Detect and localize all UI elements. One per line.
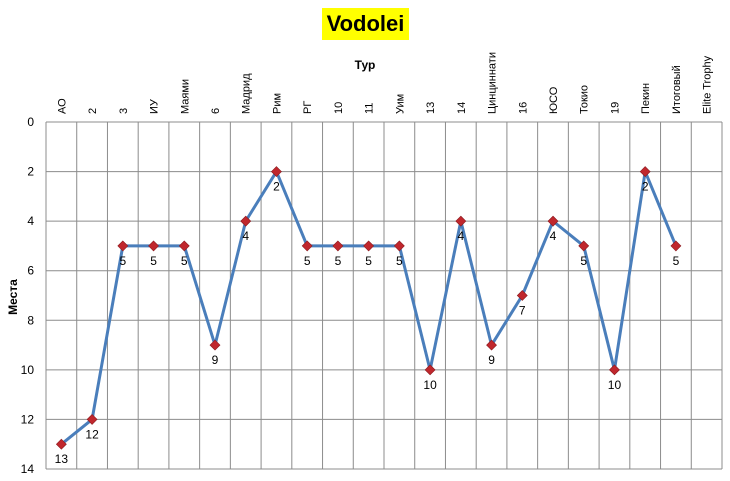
- data-point-marker: [55, 438, 67, 450]
- y-tick-label: 14: [21, 462, 35, 476]
- x-tick-label: 14: [456, 102, 468, 114]
- x-axis-title: Тур: [354, 58, 376, 72]
- x-tick-label: Мадрид: [241, 73, 253, 114]
- data-label: 10: [608, 378, 622, 392]
- data-point-marker: [609, 364, 620, 376]
- data-point-marker: [486, 339, 497, 351]
- y-tick-label: 0: [27, 115, 34, 129]
- chart-title: Vodolei: [322, 8, 409, 40]
- data-point-marker: [455, 215, 467, 227]
- data-point-marker: [209, 339, 221, 351]
- x-tick-label: 10: [333, 102, 345, 114]
- x-tick-label: Elite Trophy: [702, 55, 714, 114]
- y-tick-label: 8: [27, 313, 34, 327]
- data-point-marker: [670, 240, 682, 252]
- data-label: 10: [423, 378, 437, 392]
- data-point-marker: [363, 240, 375, 252]
- data-point-marker: [578, 240, 590, 252]
- data-label: 5: [673, 254, 680, 268]
- data-label: 9: [488, 353, 495, 367]
- x-tick-label: 16: [517, 102, 529, 114]
- data-point-marker: [86, 414, 98, 425]
- series-line: [60, 170, 678, 446]
- data-label: 5: [365, 254, 372, 268]
- x-tick-label: Маями: [179, 79, 191, 114]
- x-tick-label: 19: [609, 102, 621, 114]
- x-tick-label: ЮСО: [548, 86, 560, 114]
- data-label: 5: [304, 254, 311, 268]
- x-tick-label: РГ: [302, 101, 314, 114]
- data-label: 4: [457, 229, 464, 243]
- data-label: 5: [181, 254, 188, 268]
- x-tick-label: 11: [364, 103, 376, 114]
- x-tick-label: Пекин: [640, 83, 652, 114]
- data-label: 13: [55, 452, 69, 466]
- x-tick-label: 3: [118, 108, 130, 114]
- x-tick-label: 13: [425, 102, 437, 114]
- data-label: 2: [642, 180, 649, 194]
- x-tick-label: 2: [87, 108, 99, 114]
- data-label: 7: [519, 304, 526, 318]
- data-label: 5: [580, 254, 587, 268]
- data-point-marker: [516, 290, 528, 301]
- data-point-marker: [639, 166, 651, 177]
- y-tick-label: 4: [27, 214, 34, 228]
- x-tick-label: АО: [56, 98, 68, 114]
- data-label: 12: [85, 427, 99, 441]
- data-label: 5: [396, 254, 403, 268]
- y-tick-label: 12: [21, 412, 35, 426]
- x-tick-label: Уим: [394, 94, 406, 114]
- data-label: 2: [273, 180, 280, 194]
- data-point-marker: [301, 240, 313, 252]
- data-point-marker: [240, 215, 252, 227]
- data-point-marker: [393, 240, 405, 252]
- data-label: 4: [242, 229, 249, 243]
- y-tick-label: 6: [27, 264, 34, 278]
- data-point-marker: [547, 215, 559, 227]
- data-point-marker: [117, 240, 129, 252]
- y-tick-label: 10: [21, 363, 35, 377]
- x-tick-label: Токио: [579, 85, 591, 114]
- x-tick-label: Цинциннати: [487, 52, 499, 114]
- data-label: 4: [550, 229, 557, 243]
- data-point-marker: [148, 240, 159, 252]
- data-point-marker: [424, 364, 436, 376]
- data-label: 5: [119, 254, 126, 268]
- x-tick-label: 6: [210, 108, 222, 114]
- data-label: 9: [212, 353, 219, 367]
- x-tick-label: Итоговый: [671, 65, 683, 114]
- x-tick-label: Рим: [271, 93, 283, 114]
- data-point-marker: [271, 166, 282, 177]
- data-point-marker: [332, 240, 344, 252]
- data-label: 5: [335, 254, 342, 268]
- data-label: 5: [150, 254, 157, 268]
- y-tick-label: 2: [27, 165, 34, 179]
- data-point-marker: [178, 240, 190, 252]
- x-tick-label: ИУ: [149, 98, 161, 114]
